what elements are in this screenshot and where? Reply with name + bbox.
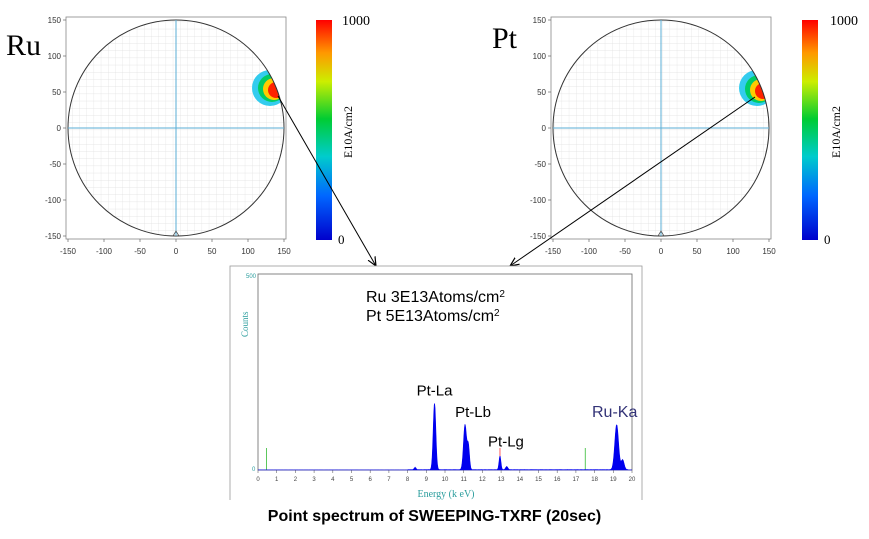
x-tick-label: 15 — [535, 477, 542, 483]
hotspot-pt — [739, 70, 769, 106]
wafer-map-ru: Ru -150 -100 -50 0 50 100 150 150 100 50 0 -50 -100 -… — [6, 14, 370, 256]
y-tick-label: 150 — [533, 16, 547, 25]
x-tick-label: -150 — [60, 247, 77, 256]
y-tick-label: -50 — [49, 160, 61, 169]
arrow-pt-to-spectrum — [510, 96, 756, 266]
x-tick-label: 16 — [554, 477, 561, 483]
x-tick-label: 2 — [294, 477, 298, 483]
x-tick-label: 9 — [425, 477, 429, 483]
wafer-notch — [172, 230, 180, 237]
peak-label: Ru-Ka — [592, 404, 637, 421]
x-tick-label: 10 — [442, 477, 449, 483]
figure-canvas: Ru -150 -100 -50 0 50 100 150150100500-50-100-… — [6, 14, 858, 503]
y-tick-label: -100 — [45, 196, 62, 205]
x-axis-label: Energy (k eV) — [417, 489, 474, 500]
x-tick-label: 6 — [369, 477, 373, 483]
colorbar-max-label: 1000 — [342, 14, 370, 29]
x-tick-label: 11 — [461, 477, 468, 483]
spectrum-chart: 500 0 Counts Energy (k eV) 0 1 2 3 4 5 6 7 8 9 10 1… — [229, 265, 643, 503]
peak-label: Pt-La — [417, 382, 454, 399]
chart-title-ru: Ru 3E13Atoms/cm2 — [366, 289, 505, 307]
colorbar-ru — [316, 20, 332, 240]
colorbar-max-label: 1000 — [830, 14, 858, 29]
y-tick-label: -150 — [530, 232, 547, 241]
x-tick-label: 1 — [275, 477, 279, 483]
y-tick-label: 50 — [52, 88, 61, 97]
y-tick-label: 0 — [57, 124, 62, 133]
x-tick-label: 3 — [312, 477, 316, 483]
figure-caption: Point spectrum of SWEEPING-TXRF (20sec) — [267, 508, 602, 525]
x-tick-label: 0 — [256, 477, 260, 483]
y-axis-label: Counts — [240, 311, 250, 337]
x-tick-label: 50 — [693, 247, 702, 256]
x-tick-label: 5 — [350, 477, 354, 483]
x-tick-label: 100 — [726, 247, 740, 256]
superscript: 2 — [499, 289, 505, 300]
y-tick-label: 100 — [48, 52, 62, 61]
x-tick-label: -100 — [96, 247, 113, 256]
y-tick-label: 50 — [537, 88, 546, 97]
arrow-ru-to-spectrum — [277, 95, 376, 266]
colorbar-min-label: 0 — [338, 232, 345, 247]
x-tick-label: 8 — [406, 477, 410, 483]
peak-label: Pt-Lg — [488, 433, 524, 450]
y-tick-label: -100 — [530, 196, 547, 205]
x-tick-label: -100 — [581, 247, 598, 256]
colorbar-min-label: 0 — [824, 232, 831, 247]
colorbar-title: E10A/cm2 — [341, 106, 355, 158]
wafer-notch — [657, 230, 665, 237]
x-tick-label: -50 — [134, 247, 146, 256]
x-tick-label: 14 — [516, 477, 523, 483]
x-tick-label: 20 — [629, 477, 636, 483]
spectrum-series — [257, 403, 633, 471]
y-tick-label: 0 — [542, 124, 547, 133]
y-tick-label: 150 — [48, 16, 62, 25]
x-tick-label: 12 — [479, 477, 486, 483]
superscript: 2 — [494, 308, 500, 319]
chart-title-pt: Pt 5E13Atoms/cm2 — [366, 308, 500, 326]
x-tick-label: 0 — [659, 247, 664, 256]
x-tick-label: 18 — [591, 477, 598, 483]
y-top-tick: 500 — [246, 274, 257, 280]
element-label-pt: Pt — [492, 22, 518, 55]
x-tick-label: 150 — [762, 247, 776, 256]
x-tick-label: 150 — [277, 247, 291, 256]
colorbar-pt — [802, 20, 818, 240]
x-tick-label: 7 — [387, 477, 391, 483]
x-tick-label: -150 — [545, 247, 562, 256]
element-label-ru: Ru — [6, 29, 41, 62]
peak-label: Pt-Lb — [455, 404, 491, 421]
y-tick-label: 100 — [533, 52, 547, 61]
x-tick-label: 100 — [241, 247, 255, 256]
x-tick-label: 50 — [208, 247, 217, 256]
x-tick-label: 13 — [498, 477, 505, 483]
y-zero-tick: 0 — [252, 467, 256, 473]
x-tick-label: -50 — [619, 247, 631, 256]
colorbar-title: E10A/cm2 — [829, 106, 843, 158]
x-tick-label: 19 — [610, 477, 617, 483]
x-tick-label: 17 — [573, 477, 580, 483]
wafer-map-pt: Pt -150 -100 -50 0 50 100 150 150 100 50 0 -50 -100 -… — [492, 14, 858, 256]
y-tick-label: -50 — [534, 160, 546, 169]
x-tick-label: 4 — [331, 477, 335, 483]
x-tick-label: 0 — [174, 247, 179, 256]
y-tick-label: -150 — [45, 232, 62, 241]
